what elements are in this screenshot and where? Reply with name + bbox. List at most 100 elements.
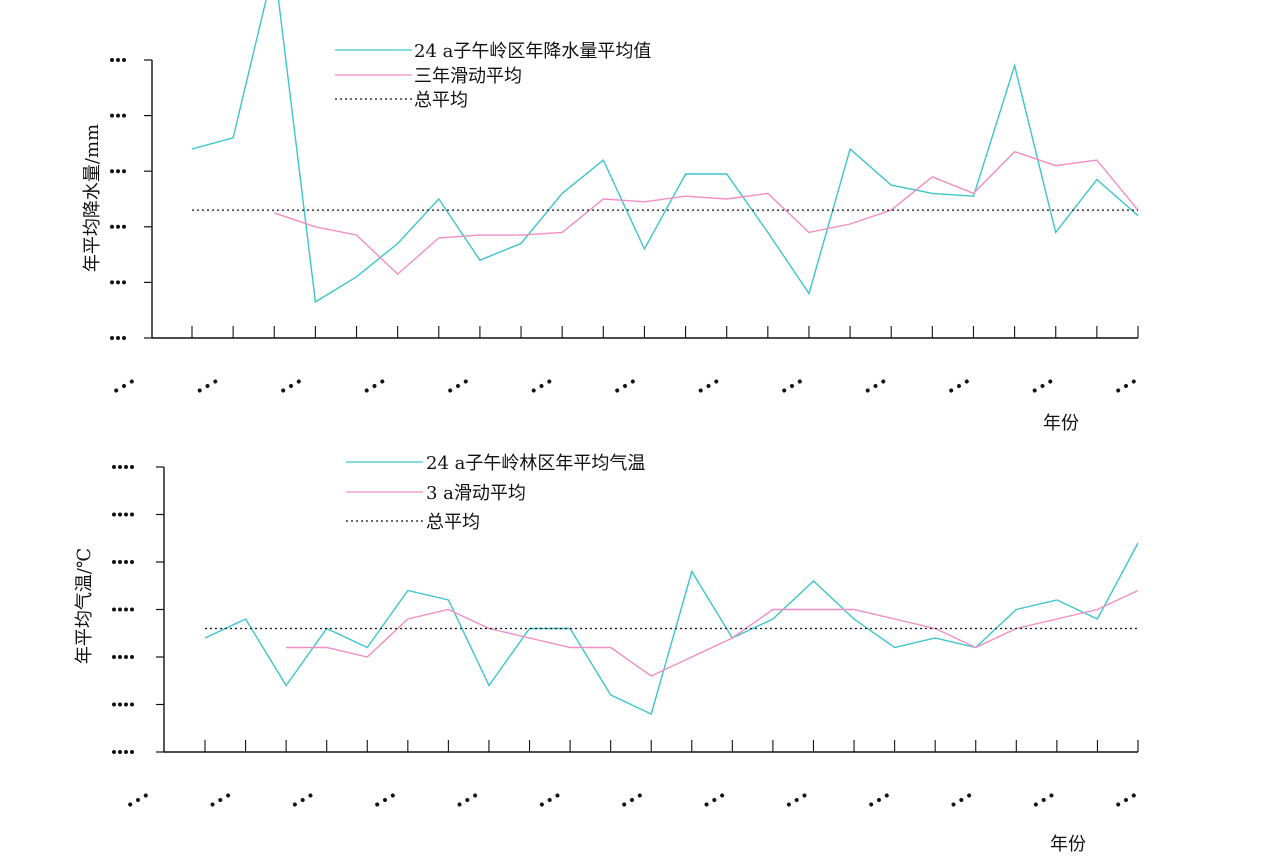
legend-label-temperature-mean: 总平均 [426,512,480,533]
y-tick-label-dot [116,58,120,62]
y-tick-label-dot [112,512,116,517]
x-tick-label-dot [881,379,886,384]
x-tick-label-dot [210,802,215,807]
y-tick-label-dot [122,224,126,229]
x-tick-label-dot [128,802,133,807]
x-tick-label-dot [630,798,634,802]
y-tick-label-dot [112,560,116,564]
y-tick-label-dot [130,512,134,517]
x-tick-label [698,379,719,393]
y-tick-label-dot [118,560,122,564]
x-tick-label-dot [213,379,218,384]
x-tick-label [1032,379,1053,393]
x-tick-label-dot [122,384,126,388]
temperature-series [204,542,1139,715]
x-tick-label [364,379,385,393]
x-tick-label-dot [782,388,787,393]
x-tick-label-dot [720,793,725,798]
x-tick-label-dot [226,793,231,798]
temperature-legend: 24 a子午岭林区年平均气温 3 a滑动平均 总平均 [346,453,645,533]
precipitation-x-ticks [114,326,1139,393]
x-tick-label [128,793,148,807]
x-tick-label-dot [463,379,468,384]
x-tick-label-dot [129,379,134,384]
x-tick-label [869,793,889,807]
x-tick-label-dot [802,793,807,798]
legend-label-temperature-smoothed: 3 a滑动平均 [426,483,526,504]
y-tick-label-dot [118,512,122,517]
x-tick-label [949,379,969,393]
x-tick-label [951,793,972,807]
temperature-axes [163,467,1138,753]
y-tick-label [112,465,134,469]
precipitation-x-axis-label: 年份 [1043,413,1079,434]
series-line-observed [204,542,1139,715]
x-tick-label-dot [959,798,964,802]
x-tick-label-dot [706,384,711,388]
series-line-smoothed [274,150,1139,276]
x-tick-label-dot [637,793,642,798]
y-tick-label-dot [110,280,114,285]
x-tick-label-dot [448,388,453,393]
x-tick-label-dot [630,379,635,384]
x-tick-label-dot [869,802,874,807]
y-tick-label-dot [112,607,116,612]
x-tick-label-dot [951,802,956,807]
y-tick-label-dot [118,607,122,612]
y-tick-label-dot [124,655,128,659]
y-tick-label-dot [122,280,126,285]
x-tick-label [292,793,313,807]
x-tick-label-dot [300,798,305,802]
y-tick-label [110,280,126,285]
y-tick-label-dot [110,58,114,62]
y-tick-label-dot [112,655,116,659]
x-tick-label [197,379,218,393]
x-tick-label [210,793,231,807]
y-tick-label-dot [130,750,134,754]
x-tick-label-dot [790,384,794,388]
y-tick-label [112,655,134,659]
x-tick-label-dot [1131,379,1136,384]
temperature-x-ticks [128,740,1139,807]
x-tick-label-dot [289,384,293,388]
y-tick-label-dot [124,702,128,707]
y-tick-label [110,336,126,340]
x-tick-label-dot [714,379,719,384]
series-line-observed [191,0,1139,304]
x-tick-label-dot [281,388,286,393]
x-tick-label [375,793,395,807]
x-tick-label-dot [1116,802,1121,807]
precipitation-axes [151,60,1138,339]
legend-label-temperature: 24 a子午岭林区年平均气温 [426,453,645,474]
y-tick-label-dot [130,465,134,469]
x-tick-label [281,379,301,393]
x-tick-label-dot [1033,802,1038,807]
x-tick-label [622,793,642,807]
temperature-x-axis-label: 年份 [1050,834,1086,855]
precipitation-chart: 24 a子午岭区年降水量平均值 三年滑动平均 总平均 年平均降水量/mm 年份 [82,0,1139,434]
precipitation-series [191,0,1139,304]
temperature-y-axis-label: 年平均气温/℃ [74,548,95,664]
x-tick-label-dot [457,802,462,807]
x-tick-label-dot [136,798,140,802]
x-tick-label-dot [114,388,119,393]
y-tick-label-dot [130,655,134,659]
y-tick-label-dot [112,702,116,707]
x-tick-label [448,379,468,393]
y-tick-label [110,113,126,118]
x-tick-label [1116,793,1136,807]
x-tick-label-dot [1049,793,1054,798]
x-tick-label-dot [967,793,972,798]
y-tick-label-dot [118,465,122,469]
x-tick-label-dot [539,802,544,807]
y-tick-label [112,750,134,754]
y-tick-label-dot [118,750,122,754]
y-tick-label-dot [130,702,134,707]
x-tick-label [457,793,478,807]
temperature-chart: 24 a子午岭林区年平均气温 3 a滑动平均 总平均 年平均气温/℃ 年份 [74,453,1139,855]
y-tick-label [110,169,126,174]
y-tick-label-dot [130,607,134,612]
y-tick-label-dot [124,512,128,517]
x-tick-label-dot [555,793,560,798]
x-tick-label-dot [372,384,377,388]
